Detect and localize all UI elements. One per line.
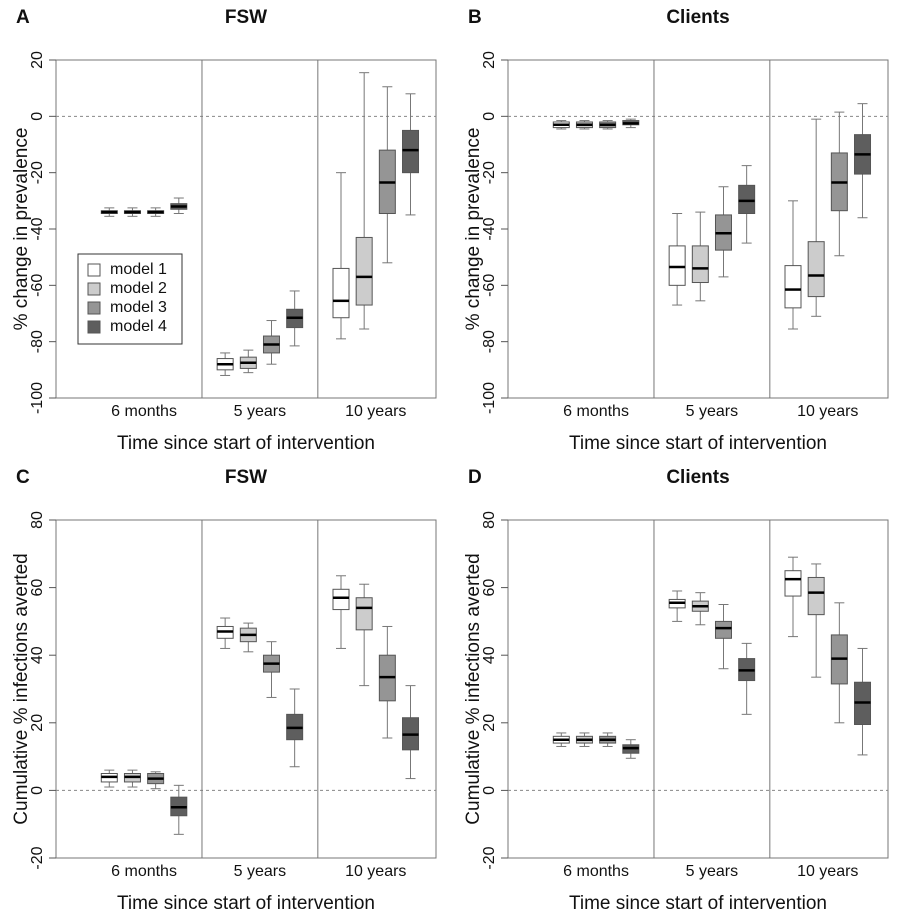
box <box>784 265 802 309</box>
legend-label: model 1 <box>110 261 167 278</box>
y-tick-label: -100 <box>29 382 46 414</box>
y-tick-label: -80 <box>481 330 498 353</box>
y-tick-label: -40 <box>481 217 498 240</box>
panel: C FSW Cumulative % infections averted Time … <box>11 467 437 914</box>
x-axis-label: Time since start of intervention <box>569 433 827 454</box>
box <box>668 245 686 286</box>
y-tick-label: -20 <box>481 161 498 184</box>
panel-label: A <box>16 7 30 28</box>
y-tick-label: -100 <box>481 382 498 414</box>
panel-title: FSW <box>225 7 267 28</box>
x-tick-label: 6 months <box>111 403 177 420</box>
panel-title: Clients <box>666 7 729 28</box>
x-tick-label: 10 years <box>345 403 406 420</box>
x-tick-label: 6 months <box>111 863 177 880</box>
legend-label: model 2 <box>110 280 167 297</box>
box <box>402 129 420 174</box>
y-tick-label: -40 <box>29 217 46 240</box>
x-tick-label: 6 months <box>563 863 629 880</box>
x-tick-label: 5 years <box>234 403 286 420</box>
plot-frame <box>55 519 437 859</box>
y-axis-label: Cumulative % infections averted <box>463 553 484 824</box>
x-tick-label: 5 years <box>686 403 738 420</box>
box <box>738 184 756 215</box>
y-axis-label: Cumulative % infections averted <box>11 553 32 824</box>
y-tick-label: -20 <box>29 846 46 869</box>
x-axis-label: Time since start of intervention <box>569 893 827 914</box>
panel-title: Clients <box>666 467 729 488</box>
panel-title: FSW <box>225 467 267 488</box>
plot-frame <box>55 59 437 399</box>
y-tick-label: 60 <box>29 579 46 597</box>
legend-swatch <box>87 320 101 334</box>
box <box>355 236 373 306</box>
x-tick-label: 5 years <box>686 863 738 880</box>
x-axis-label: Time since start of intervention <box>117 893 375 914</box>
box <box>714 620 732 639</box>
y-tick-label: 40 <box>481 646 498 664</box>
y-tick-label: 80 <box>481 511 498 529</box>
x-tick-label: 10 years <box>345 863 406 880</box>
y-tick-label: -20 <box>481 846 498 869</box>
panel: D Clients Cumulative % infections averted T… <box>463 467 889 914</box>
y-tick-label: 40 <box>29 646 46 664</box>
y-tick-label: 80 <box>29 511 46 529</box>
y-tick-label: 20 <box>29 51 46 69</box>
y-tick-label: -20 <box>29 161 46 184</box>
legend-swatch <box>87 282 101 296</box>
y-tick-label: 0 <box>481 112 498 121</box>
x-tick-label: 10 years <box>797 403 858 420</box>
y-axis-label: % change in prevalence <box>11 128 32 331</box>
legend-label: model 4 <box>110 318 167 335</box>
plot-frame <box>507 519 889 859</box>
box <box>807 241 825 298</box>
panel-label: B <box>468 7 482 28</box>
y-tick-label: 20 <box>481 714 498 732</box>
x-tick-label: 5 years <box>234 863 286 880</box>
panel-label: C <box>16 467 30 488</box>
box <box>807 576 825 616</box>
y-tick-label: -80 <box>29 330 46 353</box>
x-tick-label: 10 years <box>797 863 858 880</box>
y-tick-label: 60 <box>481 579 498 597</box>
box <box>691 245 709 284</box>
y-tick-label: 0 <box>29 112 46 121</box>
legend-label: model 3 <box>110 299 167 316</box>
y-tick-label: 0 <box>481 786 498 795</box>
box <box>332 267 350 319</box>
box <box>355 597 373 631</box>
y-tick-label: 20 <box>29 714 46 732</box>
box <box>784 570 802 597</box>
y-axis-label: % change in prevalence <box>463 128 484 331</box>
y-tick-label: 20 <box>481 51 498 69</box>
panel: B Clients % change in prevalence Time since… <box>463 7 889 454</box>
box <box>332 588 350 611</box>
plot-frame <box>507 59 889 399</box>
y-tick-label: 0 <box>29 786 46 795</box>
legend: model 1 model 2 model 3 model 4 <box>77 253 183 345</box>
legend-swatch <box>87 301 101 315</box>
y-tick-label: -60 <box>29 274 46 297</box>
legend-swatch <box>87 263 101 277</box>
y-tick-label: -60 <box>481 274 498 297</box>
x-tick-label: 6 months <box>563 403 629 420</box>
panel-label: D <box>468 467 482 488</box>
x-axis-label: Time since start of intervention <box>117 433 375 454</box>
panel: A FSW % change in prevalence Time since sta… <box>11 7 437 454</box>
